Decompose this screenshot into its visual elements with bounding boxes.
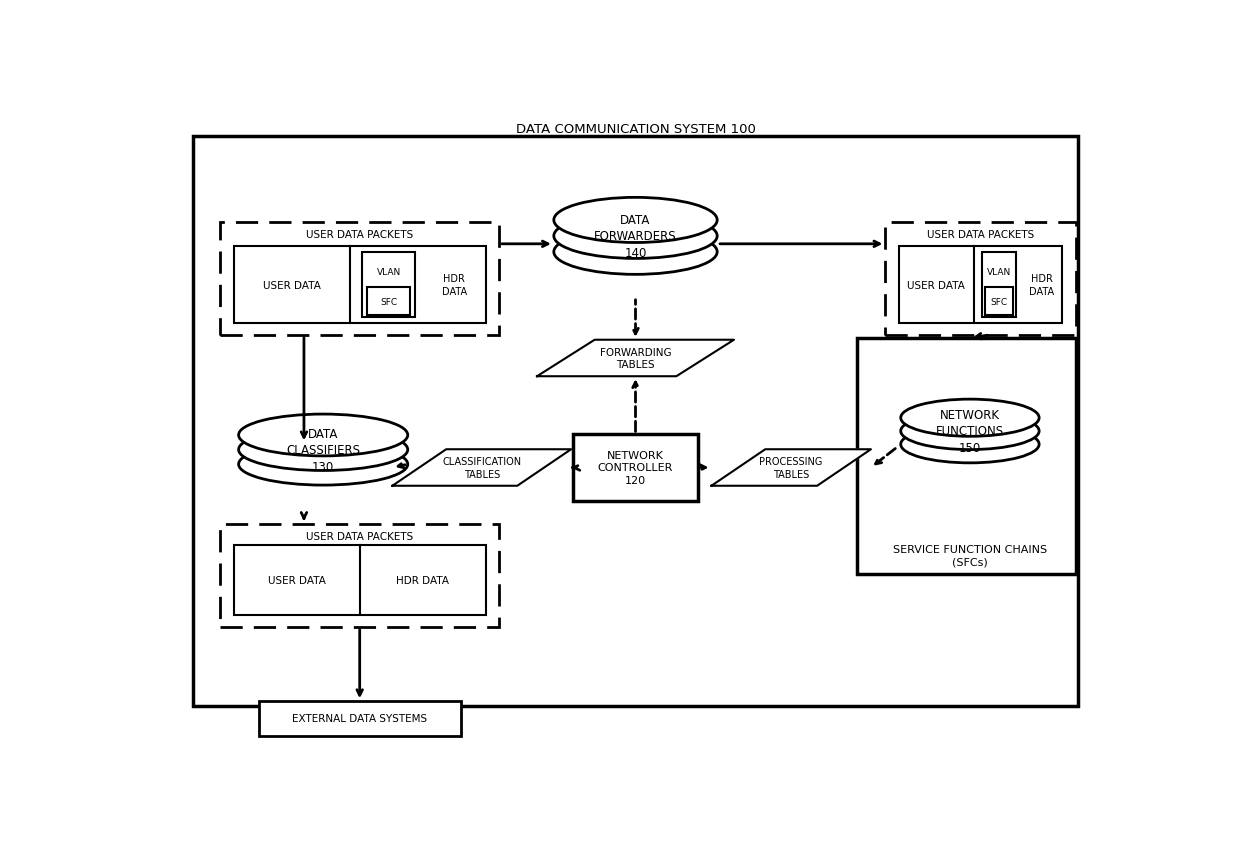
Text: FORWARDING
TABLES: FORWARDING TABLES — [600, 347, 671, 370]
Text: HDR
DATA: HDR DATA — [441, 274, 466, 297]
Text: USER DATA: USER DATA — [263, 281, 321, 290]
Text: VLAN: VLAN — [377, 268, 401, 276]
Polygon shape — [392, 449, 572, 486]
Bar — [221, 524, 498, 627]
Text: DATA
CLASSIFIERS
130: DATA CLASSIFIERS 130 — [286, 427, 360, 473]
Bar — [234, 247, 486, 324]
Bar — [986, 288, 1013, 316]
Text: SERVICE FUNCTION CHAINS
(SFCs): SERVICE FUNCTION CHAINS (SFCs) — [893, 544, 1047, 567]
Ellipse shape — [554, 198, 717, 243]
Ellipse shape — [238, 429, 408, 471]
Text: CLASSIFICATION
TABLES: CLASSIFICATION TABLES — [443, 456, 521, 480]
Bar — [362, 252, 415, 318]
Bar — [259, 702, 460, 736]
Bar — [899, 247, 1063, 324]
Bar — [221, 223, 498, 335]
Polygon shape — [537, 340, 734, 377]
Bar — [857, 338, 1075, 574]
Text: USER DATA PACKETS: USER DATA PACKETS — [926, 230, 1034, 239]
Text: HDR
DATA: HDR DATA — [1029, 274, 1054, 297]
Text: NETWORK
CONTROLLER
120: NETWORK CONTROLLER 120 — [598, 450, 673, 486]
Ellipse shape — [238, 443, 408, 486]
Text: DATA
FORWARDERS
140: DATA FORWARDERS 140 — [594, 214, 677, 259]
Bar — [234, 546, 486, 615]
Text: DATA COMMUNICATION SYSTEM 100: DATA COMMUNICATION SYSTEM 100 — [516, 123, 755, 136]
Bar — [982, 252, 1017, 318]
Ellipse shape — [900, 413, 1039, 450]
Ellipse shape — [554, 230, 717, 275]
Ellipse shape — [238, 415, 408, 456]
Text: USER DATA: USER DATA — [268, 575, 326, 585]
Text: USER DATA PACKETS: USER DATA PACKETS — [306, 531, 413, 542]
Bar — [367, 288, 410, 316]
Bar — [573, 435, 698, 501]
Text: SFC: SFC — [381, 297, 397, 307]
Bar — [193, 136, 1078, 707]
Text: USER DATA: USER DATA — [908, 281, 965, 290]
Text: NETWORK
FUNCTIONS
150: NETWORK FUNCTIONS 150 — [936, 408, 1004, 455]
Ellipse shape — [554, 214, 717, 259]
Text: VLAN: VLAN — [987, 268, 1012, 276]
Ellipse shape — [900, 400, 1039, 437]
Text: SFC: SFC — [991, 297, 1008, 307]
Text: EXTERNAL DATA SYSTEMS: EXTERNAL DATA SYSTEMS — [293, 714, 428, 723]
Text: HDR DATA: HDR DATA — [396, 575, 449, 585]
Bar — [885, 223, 1075, 335]
Polygon shape — [712, 449, 870, 486]
Text: USER DATA PACKETS: USER DATA PACKETS — [306, 230, 413, 239]
Ellipse shape — [900, 426, 1039, 463]
Text: PROCESSING
TABLES: PROCESSING TABLES — [759, 456, 823, 480]
